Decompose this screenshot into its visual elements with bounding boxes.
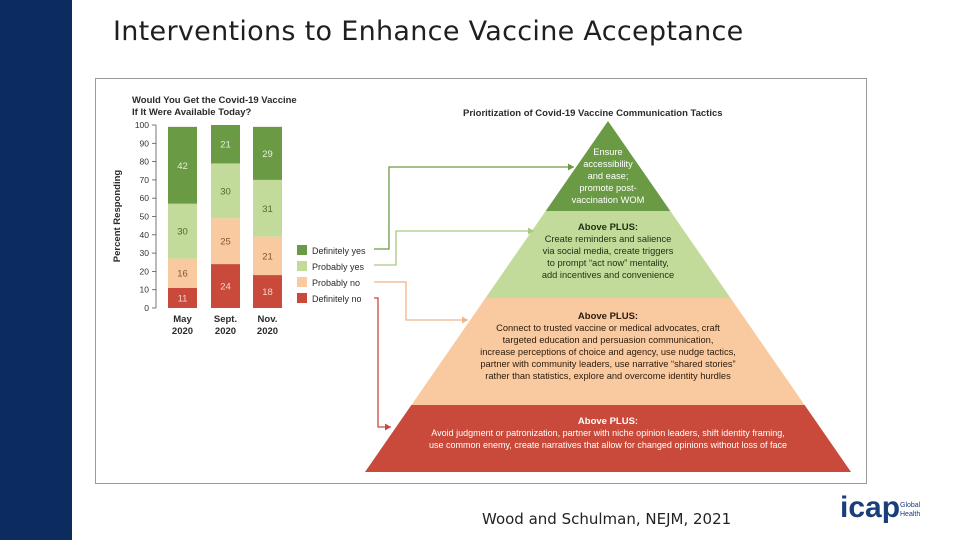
y-tick-label: 20 <box>140 266 150 276</box>
bar-data-label: 31 <box>262 204 273 215</box>
pyramid-tier-line: to prompt “act now” mentality, <box>547 258 669 268</box>
bar-data-label: 30 <box>177 227 188 238</box>
bar-segment <box>253 179 282 237</box>
pyramid-tier-line: accessibility <box>583 159 633 169</box>
bar-segment <box>253 236 282 276</box>
y-tick-label: 50 <box>140 212 150 222</box>
icap-logo: icap Global Health <box>840 491 921 524</box>
pyramid-tier-line: vaccination WOM <box>572 195 645 205</box>
x-category-label: Nov. <box>258 314 278 325</box>
legend-label: Probably no <box>312 278 360 288</box>
pyramid-tier-heading: Above PLUS: <box>578 416 638 427</box>
x-category-label: Sept. <box>214 314 237 325</box>
pyramid-tier-line: Ensure <box>593 147 622 157</box>
sidebar-accent-bar <box>0 0 72 540</box>
connector-arrowhead <box>568 163 574 171</box>
bar-data-label: 42 <box>177 161 188 172</box>
pyramid-tier-line: targeted education and persuasion commun… <box>503 335 714 345</box>
x-category-label: 2020 <box>215 326 236 337</box>
pyramid-tier-line: Create reminders and salience <box>545 234 672 244</box>
y-tick-label: 30 <box>140 248 150 258</box>
bar-segment <box>168 203 197 259</box>
figure-panel: Would You Get the Covid-19 Vaccine If It … <box>95 78 867 484</box>
connector-arrowhead <box>385 423 391 431</box>
pyramid-tier-line: and ease; <box>588 171 629 181</box>
y-tick-label: 80 <box>140 157 150 167</box>
pyramid-tier <box>411 298 805 405</box>
bar-segment <box>168 287 197 308</box>
bar-data-label: 25 <box>220 237 231 248</box>
bar-data-label: 21 <box>262 251 273 262</box>
legend-label: Definitely no <box>312 294 362 304</box>
pyramid-tier <box>485 211 731 298</box>
bar-segment <box>211 125 240 164</box>
logo-sub-global: Global <box>900 502 921 509</box>
legend-label: Probably yes <box>312 262 365 272</box>
pyramid-tier-line: Avoid judgment or patronization, partner… <box>431 428 785 438</box>
pyramid-tier <box>545 121 671 211</box>
pyramid-tier-line: rather than statistics, explore and over… <box>485 371 731 381</box>
bar-data-label: 18 <box>262 287 273 298</box>
y-tick-label: 10 <box>140 285 150 295</box>
pyramid-tier-line: promote post- <box>579 183 636 193</box>
y-tick-label: 100 <box>135 120 149 130</box>
y-axis-label: Percent Responding <box>112 170 123 263</box>
connector-line <box>374 297 391 428</box>
bar-data-label: 16 <box>177 269 188 280</box>
bar-data-label: 29 <box>262 149 273 160</box>
pyramid-tier <box>365 405 851 472</box>
bar-segment <box>211 163 240 219</box>
pyramid-tier-line: use common enemy, create narratives that… <box>429 440 787 450</box>
pyramid-tier-line: via social media, create triggers <box>543 246 674 256</box>
pyramid-tier-line: partner with community leaders, use narr… <box>480 359 735 369</box>
pyramid-tier-line: increase perceptions of choice and agenc… <box>480 347 736 357</box>
pyramid-tier-heading: Above PLUS: <box>578 311 638 322</box>
x-category-label: 2020 <box>172 326 193 337</box>
logo-sub-health: Health <box>900 511 920 518</box>
x-category-label: May <box>173 314 192 325</box>
logo-wordmark: icap <box>840 491 900 524</box>
bar-segment <box>211 218 240 265</box>
connector-arrowhead <box>462 316 468 324</box>
citation: Wood and Schulman, NEJM, 2021 <box>482 510 732 528</box>
bar-data-label: 30 <box>220 186 231 197</box>
bar-data-label: 11 <box>178 293 188 304</box>
bar-segment <box>211 264 240 308</box>
connector-line <box>374 166 574 250</box>
legend-swatch <box>297 261 307 271</box>
bar-chart-title-line: Would You Get the Covid-19 Vaccine <box>132 95 297 106</box>
pyramid-title: Prioritization of Covid-19 Vaccine Commu… <box>463 108 723 119</box>
x-category-label: 2020 <box>257 326 278 337</box>
y-tick-label: 0 <box>144 303 149 313</box>
bar-segment <box>168 126 197 204</box>
y-tick-label: 40 <box>140 230 150 240</box>
y-tick-label: 90 <box>140 138 150 148</box>
y-tick-label: 70 <box>140 175 150 185</box>
slide-title: Interventions to Enhance Vaccine Accepta… <box>113 16 744 47</box>
legend-label: Definitely yes <box>312 246 366 256</box>
y-tick-label: 60 <box>140 193 150 203</box>
bar-segment <box>168 258 197 288</box>
connector-line <box>374 230 534 266</box>
bar-data-label: 24 <box>220 282 231 293</box>
bar-segment <box>253 126 282 180</box>
pyramid-tier-heading: Above PLUS: <box>578 222 638 233</box>
legend-swatch <box>297 277 307 287</box>
legend-swatch <box>297 293 307 303</box>
bar-chart-title-line: If It Were Available Today? <box>132 107 252 118</box>
legend-swatch <box>297 245 307 255</box>
connector-arrowhead <box>528 227 534 235</box>
bar-data-label: 21 <box>220 140 231 151</box>
bar-segment <box>253 275 282 308</box>
connector-line <box>374 281 468 321</box>
pyramid-tier-line: Connect to trusted vaccine or medical ad… <box>496 323 720 333</box>
pyramid-tier-line: add incentives and convenience <box>542 270 674 280</box>
